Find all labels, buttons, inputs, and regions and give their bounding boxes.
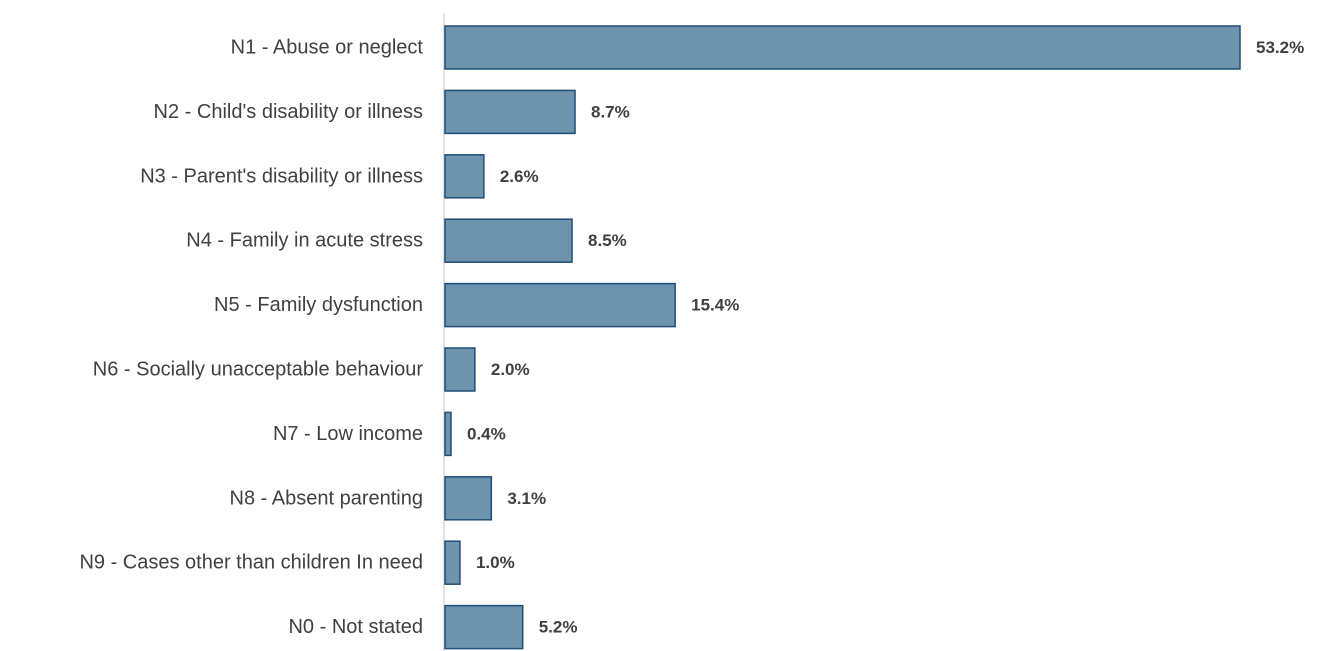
value-label: 15.4% (691, 296, 739, 315)
value-label: 0.4% (467, 424, 506, 443)
value-labels-group: 53.2% 8.7% 2.6% 8.5% 15.4% 2.0% 0.4% 3.1% 1.0% 5.… (467, 38, 1304, 637)
value-label: 2.0% (491, 360, 530, 379)
bar (444, 347, 476, 392)
category-label: N3 - Parent's disability or illness (140, 165, 423, 187)
category-label: N9 - Cases other than children In need (79, 552, 423, 574)
value-label: 1.0% (476, 553, 515, 572)
bar (444, 476, 493, 521)
bar (444, 604, 524, 650)
value-label: 5.2% (539, 618, 578, 637)
bar (444, 540, 461, 585)
bar (444, 218, 573, 263)
category-labels-group: N1 - Abuse or neglect N2 - Child's disabi… (79, 37, 423, 639)
value-label: 8.5% (588, 231, 627, 250)
value-label: 8.7% (591, 102, 630, 121)
category-label: N7 - Low income (273, 423, 423, 445)
category-label: N2 - Child's disability or illness (154, 101, 423, 123)
bar (444, 25, 1241, 70)
value-label: 53.2% (1256, 38, 1304, 57)
bar (444, 89, 576, 135)
value-label: 2.6% (500, 167, 539, 186)
category-label: N8 - Absent parenting (230, 487, 423, 509)
bars-group (444, 25, 1241, 650)
category-label: N1 - Abuse or neglect (231, 37, 424, 59)
value-label: 3.1% (507, 489, 546, 508)
bar (444, 154, 485, 199)
category-label: N0 - Not stated (288, 616, 423, 638)
category-label: N6 - Socially unacceptable behaviour (93, 359, 424, 381)
bar (444, 282, 676, 328)
category-label: N5 - Family dysfunction (214, 294, 423, 316)
category-label: N4 - Family in acute stress (186, 230, 423, 252)
bar (444, 411, 452, 457)
